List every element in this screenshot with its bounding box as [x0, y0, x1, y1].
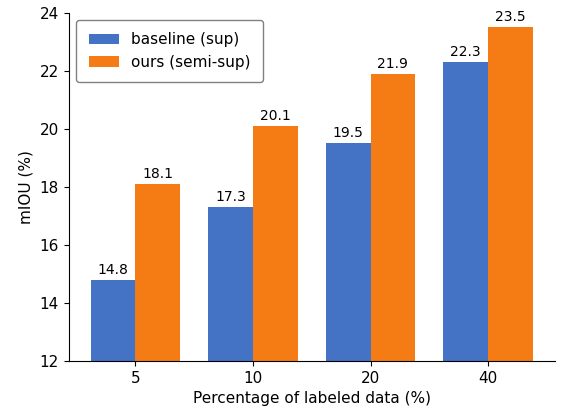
Text: 22.3: 22.3: [450, 45, 481, 59]
Text: 21.9: 21.9: [378, 57, 408, 71]
Text: 19.5: 19.5: [333, 126, 364, 140]
Legend: baseline (sup), ours (semi-sup): baseline (sup), ours (semi-sup): [76, 20, 263, 82]
Text: 17.3: 17.3: [215, 190, 246, 204]
X-axis label: Percentage of labeled data (%): Percentage of labeled data (%): [193, 391, 431, 407]
Bar: [443, 62, 488, 361]
Text: 23.5: 23.5: [495, 10, 526, 24]
Text: 18.1: 18.1: [142, 167, 173, 181]
Bar: [91, 280, 136, 361]
Text: 14.8: 14.8: [98, 263, 129, 277]
Y-axis label: mIOU (%): mIOU (%): [19, 150, 34, 224]
Bar: [326, 143, 371, 361]
Bar: [208, 207, 253, 361]
Text: 20.1: 20.1: [260, 109, 291, 123]
Bar: [371, 74, 415, 361]
Bar: [253, 126, 297, 361]
Bar: [136, 184, 180, 361]
Bar: [488, 27, 533, 361]
